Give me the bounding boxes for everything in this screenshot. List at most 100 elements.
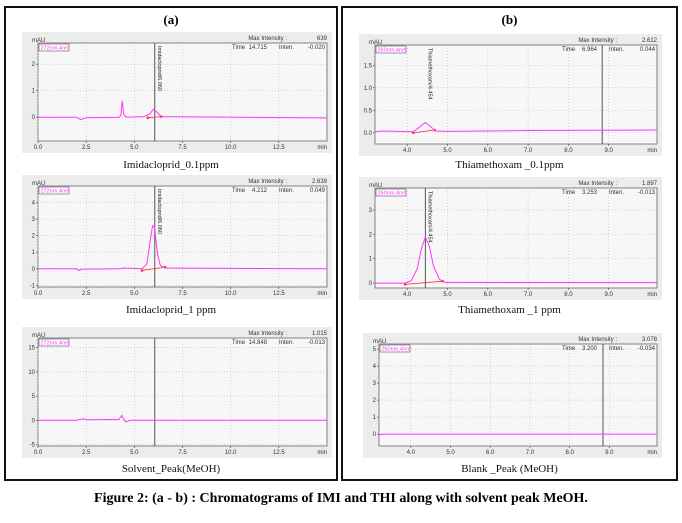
channel-label: 272nm,4nm: [41, 189, 70, 195]
y-tick-label: 2: [32, 234, 36, 240]
channel-label: 272nm,4nm: [41, 341, 70, 347]
chart-svg: 0.0 2.5 5.0 7.5 10.0 12.5 -5 0 5 10 15 mAU min Max In…: [28, 331, 327, 456]
channel-box: [375, 45, 407, 54]
baseline-marker: [403, 283, 407, 286]
peak-baseline: [141, 266, 166, 271]
chromatogram-imidacloprid-0.1ppm: 0.0 2.5 5.0 7.5 10.0 12.5 0 1 2 mAU min Max Intensi…: [22, 32, 332, 153]
time-label: Time: [562, 346, 576, 352]
time-value: 14.715: [249, 45, 268, 51]
y-axis-unit-label: mAU: [32, 333, 45, 339]
peak-label: Thiamethoxam/4.454: [426, 48, 432, 100]
x-tick-label: 4.0: [403, 292, 412, 298]
x-tick-label: 5.0: [130, 145, 139, 151]
x-tick-label: 4.0: [403, 148, 412, 154]
time-value: 3.253: [582, 190, 598, 196]
chart-label: Imidacloprid_1 ppm: [125, 304, 217, 316]
inten-value: 0.049: [310, 188, 326, 194]
x-tick-label: 7.0: [524, 292, 533, 298]
inten-label: Inten.: [279, 340, 294, 346]
y-tick-label: 0: [369, 281, 373, 287]
max-intensity-value: 2.612: [642, 38, 658, 44]
x-tick-label: 5.0: [446, 450, 455, 456]
x-tick-label: 7.5: [178, 145, 187, 151]
x-tick-label: 5.0: [130, 291, 139, 297]
chromatogram-trace: [378, 433, 657, 436]
y-tick-label: 0.0: [364, 131, 373, 137]
x-tick-label: 6.0: [486, 450, 495, 456]
y-tick-label: 15: [28, 346, 35, 352]
baseline-marker: [140, 269, 144, 272]
y-tick-label: 1.0: [364, 86, 373, 92]
y-tick-label: 1: [369, 257, 373, 263]
x-tick-label: 7.5: [178, 450, 187, 456]
inten-label: Inten.: [609, 190, 624, 196]
x-tick-label: 6.0: [484, 148, 493, 154]
x-axis-unit-label: min: [317, 145, 327, 151]
x-axis-unit-label: min: [647, 148, 657, 154]
y-tick-label: -5: [30, 443, 36, 449]
time-label: Time: [232, 340, 246, 346]
y-tick-label: -1: [30, 283, 36, 289]
x-tick-label: 12.5: [273, 291, 285, 297]
inten-value: -0.013: [638, 190, 656, 196]
inten-value: -0.020: [308, 45, 326, 51]
y-tick-label: 5: [373, 347, 377, 353]
max-intensity-value: 3.078: [642, 337, 658, 343]
y-tick-label: 1: [32, 250, 36, 256]
chromatogram-thiamethoxam-0.1ppm: 4.0 5.0 6.0 7.0 8.0 9.0 0.0 0.5 1.0 1.5 mAU min Max …: [359, 34, 662, 156]
x-tick-label: 8.0: [565, 450, 574, 456]
y-tick-label: 0.5: [364, 108, 373, 114]
x-tick-label: 2.5: [82, 291, 91, 297]
time-label: Time: [232, 45, 246, 51]
max-intensity-label: Max Intensity :: [578, 38, 617, 44]
peak-baseline: [147, 116, 162, 119]
y-tick-label: 0: [32, 115, 36, 121]
x-axis-unit-label: min: [647, 292, 657, 298]
x-tick-label: 10.0: [225, 291, 237, 297]
max-intensity-label: Max Intensity :: [578, 337, 617, 343]
x-tick-label: 8.0: [564, 292, 573, 298]
max-intensity-label: Max Intensity :: [248, 36, 287, 42]
channel-box: [379, 344, 411, 353]
x-tick-label: 9.0: [605, 450, 614, 456]
max-intensity-label: Max Intensity :: [578, 181, 617, 187]
baseline-marker: [146, 116, 150, 119]
channel-box: [38, 338, 70, 347]
x-tick-label: 8.0: [564, 148, 573, 154]
panel-b: (b) 4.0 5.0 6.0 7.0 8.0 9.0 0.0 0.5 1.0 1.5 mAU min…: [341, 6, 678, 481]
plot-area: [378, 343, 658, 447]
peak-baseline: [413, 129, 435, 134]
chart-label: Thiamethoxam _0.1ppm: [455, 159, 564, 171]
x-tick-label: 0.0: [34, 291, 43, 297]
channel-box: [375, 188, 407, 197]
x-tick-label: 7.0: [526, 450, 535, 456]
x-tick-label: 6.0: [484, 292, 493, 298]
inten-label: Inten.: [279, 45, 294, 51]
time-label: Time: [562, 190, 576, 196]
x-tick-label: 5.0: [443, 148, 452, 154]
max-intensity-value: 2.639: [312, 179, 328, 185]
x-axis-unit-label: min: [317, 450, 327, 456]
chart-svg: 4.0 5.0 6.0 7.0 8.0 9.0 0 1 2 3 mAU min Max Intensit…: [369, 181, 658, 298]
y-axis-unit-label: mAU: [32, 181, 45, 187]
max-intensity-label: Max Intensity :: [248, 331, 287, 337]
figure-caption: Figure 2: (a - b) : Chromatograms of IMI…: [94, 491, 588, 506]
plot-area: [374, 187, 658, 289]
chromatogram-trace: [375, 235, 658, 284]
x-tick-label: 10.0: [225, 145, 237, 151]
peak-label: Imidacloprid/6.060: [156, 46, 162, 91]
max-intensity-label: Max Intensity :: [248, 179, 287, 185]
x-tick-label: 7.0: [524, 148, 533, 154]
chart-label: Thiamethoxam _1 ppm: [458, 304, 561, 316]
x-tick-label: 4.0: [407, 450, 416, 456]
y-tick-label: 3: [369, 208, 373, 214]
x-tick-label: 12.5: [273, 145, 285, 151]
x-tick-label: 7.5: [178, 291, 187, 297]
y-axis-unit-label: mAU: [369, 40, 382, 46]
x-tick-label: 10.0: [225, 450, 237, 456]
y-tick-label: 2: [373, 398, 377, 404]
y-tick-label: 0: [32, 418, 36, 424]
channel-label: 260nm,4nm: [378, 48, 407, 54]
chart-svg: 4.0 5.0 6.0 7.0 8.0 9.0 0 1 2 3 4 5 mAU min Max Intens…: [373, 337, 658, 456]
inten-label: Inten.: [279, 188, 294, 194]
